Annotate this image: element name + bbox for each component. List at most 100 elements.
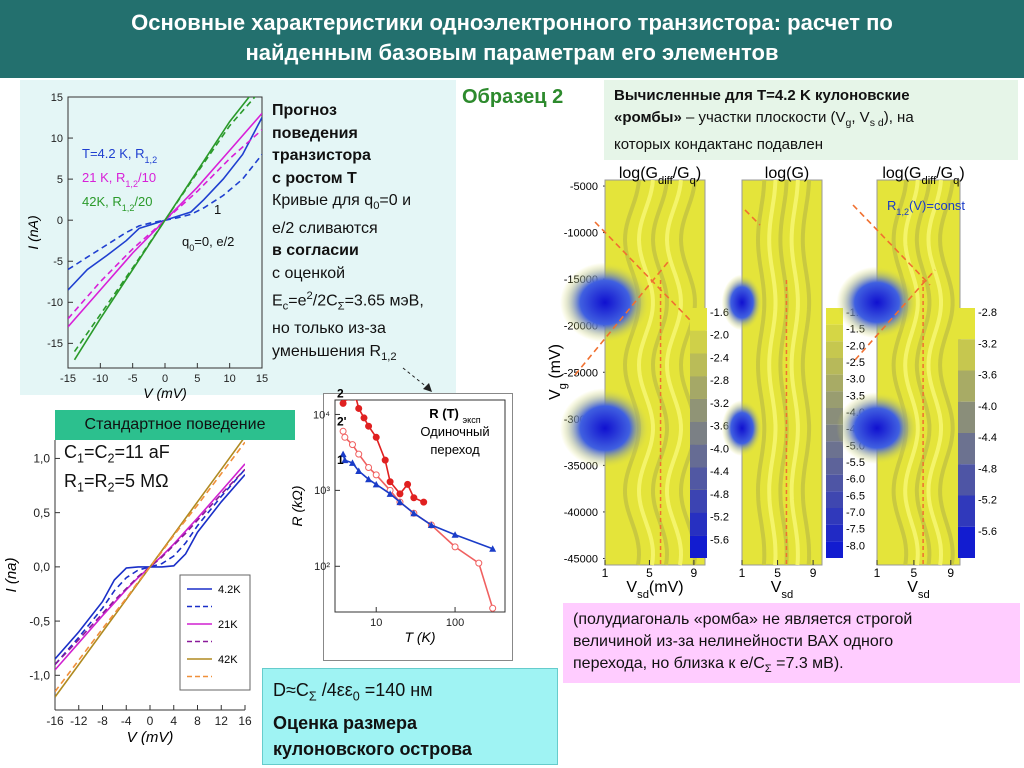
point (348, 441, 356, 449)
point (386, 490, 394, 497)
colorbar-swatch (958, 308, 975, 340)
text-run: с ростом T (272, 169, 357, 187)
text-run: =7.3 мВ). (771, 655, 844, 672)
text-line: но только из-за (272, 318, 457, 341)
annotation: 1 (214, 202, 221, 217)
plot-area (55, 440, 245, 698)
text-run: =C (84, 442, 108, 462)
legend-label: 42K (218, 654, 238, 666)
legend-box (179, 574, 251, 691)
y-tick-label: -5 (53, 256, 63, 268)
text-run: 1 (77, 480, 85, 495)
text-run: Σ (308, 689, 317, 704)
text-run: 2 (107, 480, 115, 495)
colorbar-swatch (826, 391, 843, 408)
plot-area (339, 400, 497, 612)
text-run: E (272, 292, 283, 310)
text-run: поведения (272, 124, 358, 142)
point (451, 543, 459, 551)
colorbar-swatch (690, 444, 707, 468)
x-tick-label: 100 (446, 617, 464, 629)
colorbar-swatch (826, 374, 843, 392)
colorbar-label: -3.6 (978, 370, 997, 382)
colorbar-swatch (958, 339, 975, 371)
standard-params: C1=C2=11 aF R1=R2=5 MΩ (64, 441, 170, 498)
colorbar-swatch (690, 353, 707, 377)
colorbar-swatch (690, 489, 707, 513)
text-run: log(G (619, 165, 658, 182)
colorbar-label: -4.0 (978, 401, 997, 413)
text-line: D≈CΣ /4εε0 =140 нм (273, 677, 547, 710)
x-tick-label: -4 (121, 714, 132, 728)
text-run: 2 (107, 451, 115, 466)
text-line: транзистора (272, 145, 457, 168)
x-tick-label: 9 (810, 566, 817, 580)
x-axis-label: V (mV) (127, 729, 174, 746)
arrow-head (423, 383, 432, 392)
conductance-blob (721, 400, 763, 457)
colorbar-swatch (690, 308, 707, 331)
contour-line (767, 179, 778, 566)
y-tick-label: -10000 (564, 228, 598, 240)
text-run: 1 (77, 451, 85, 466)
colorbar-label: -7.5 (846, 524, 865, 536)
standard-behavior: Стандартное поведение (55, 410, 295, 440)
conductance-blob (560, 388, 650, 469)
contour-line (678, 179, 698, 566)
point (365, 464, 373, 472)
text-run: g (845, 117, 852, 129)
point (410, 494, 418, 502)
colorbar-swatch (826, 524, 843, 542)
point (354, 400, 358, 401)
text-run: s d (869, 117, 884, 129)
guide-line (854, 269, 936, 361)
series-line (55, 440, 244, 698)
point (341, 456, 349, 464)
point (420, 498, 428, 506)
text-run: c (282, 300, 289, 313)
text-line: с оценкой (272, 263, 457, 286)
text-run: с оценкой (272, 264, 346, 282)
colorbar-label: -2.8 (710, 375, 729, 387)
colorbar-swatch (826, 458, 843, 475)
series-line (68, 154, 262, 271)
colorbar-swatch (826, 324, 843, 342)
diagonal-note: (полудиагональ «ромба» не является строг… (563, 603, 1020, 683)
colorbar-label: -5.6 (710, 534, 729, 546)
text-run: 2 (306, 290, 313, 303)
text-run: кулоновского острова (273, 738, 472, 759)
text-run: уменьшения R (272, 342, 382, 360)
x-tick-label: 1 (739, 566, 746, 580)
contour-line (914, 179, 932, 566)
x-tick-label: 8 (194, 714, 201, 728)
x-tick-label: 1 (602, 566, 609, 580)
text-line: Оценка размера (273, 710, 547, 736)
annotation: q0=0, e/2 (182, 234, 234, 253)
point (396, 498, 404, 506)
text-line: «ромбы» – участки плоскости (Vg, Vs d), … (614, 107, 1008, 134)
point (341, 433, 349, 441)
point (355, 450, 363, 458)
annotation: R1,2(V)=const (887, 198, 965, 217)
conductance-blob (721, 274, 763, 331)
contour-line (926, 179, 944, 566)
y-tick-label: 0,0 (33, 560, 50, 574)
panel-background (20, 80, 456, 395)
point (355, 404, 363, 412)
colorbar-swatch (690, 467, 707, 490)
point (396, 490, 404, 498)
colorbar-swatch (826, 358, 843, 375)
text-run: C (64, 442, 77, 462)
x-axis-label: Vsd (907, 579, 930, 601)
colorbar-label: -4.4 (978, 432, 997, 444)
point (339, 450, 347, 458)
text-run: diff (921, 175, 937, 187)
text-run: =0, e/2 (194, 234, 234, 249)
point (372, 433, 380, 441)
panel-background (323, 393, 513, 661)
text-line: величиной из-за нелинейности ВАХ одного (573, 631, 1010, 653)
y-tick-label: 5 (57, 174, 63, 186)
text-run: 42K, R (82, 194, 122, 209)
text-run: ), на (883, 109, 914, 126)
text-run: R (64, 470, 77, 491)
